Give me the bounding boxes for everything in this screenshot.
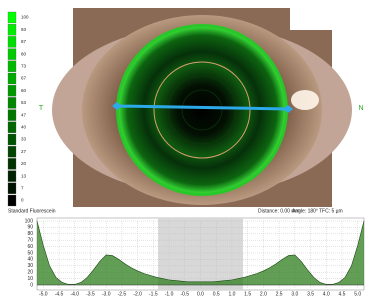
x-tick-label: -4.5 xyxy=(55,291,64,297)
scale-swatch xyxy=(8,110,16,121)
x-tick-label: -2.5 xyxy=(118,291,127,297)
scale-swatch xyxy=(8,146,16,157)
x-tick-label: 3.5 xyxy=(307,291,314,297)
scale-swatch xyxy=(8,171,16,182)
x-tick-label: -4.0 xyxy=(70,291,79,297)
y-tick-label: 60 xyxy=(27,244,33,250)
x-tick-label: 1.5 xyxy=(244,291,251,297)
x-tick-label: -2.0 xyxy=(133,291,142,297)
y-tick-label: 10 xyxy=(27,276,33,282)
x-tick-label: -5.0 xyxy=(39,291,48,297)
scale-label: 100 xyxy=(21,15,29,20)
scale-swatch xyxy=(8,122,16,133)
scale-label: 93 xyxy=(21,27,27,32)
side-label: T xyxy=(39,105,44,112)
y-tick-label: 70 xyxy=(27,238,33,244)
y-tick-label: 20 xyxy=(27,270,33,276)
scale-swatch xyxy=(8,49,16,60)
footer-label: Standard Fluorescein xyxy=(8,208,56,214)
scale-label: 73 xyxy=(21,63,27,68)
y-tick-label: 0 xyxy=(30,282,33,288)
scale-swatch xyxy=(8,24,16,35)
y-tick-label: 90 xyxy=(27,225,33,231)
y-tick-label: 30 xyxy=(27,263,33,269)
scale-swatch xyxy=(8,158,16,169)
eye-image xyxy=(52,8,352,207)
x-tick-label: -3.0 xyxy=(102,291,111,297)
scale-swatch xyxy=(8,73,16,84)
footer-tfc: TFC: 5 µm xyxy=(319,208,343,214)
scale-swatch xyxy=(8,85,16,96)
scale-label: 40 xyxy=(21,124,27,129)
x-tick-label: 2.5 xyxy=(276,291,283,297)
x-tick-label: -0.5 xyxy=(180,291,189,297)
footer-angle: Angle: 180° xyxy=(292,208,318,214)
x-tick-label: 4.0 xyxy=(323,291,330,297)
y-tick-label: 40 xyxy=(27,257,33,263)
screen: T N Standard Fluorescein Distance: 0.00 … xyxy=(0,0,368,301)
scale-label: 27 xyxy=(21,149,27,154)
x-tick-label: 3.0 xyxy=(291,291,298,297)
scale-label: 60 xyxy=(21,88,27,93)
x-tick-label: 0.5 xyxy=(213,291,220,297)
x-tick-label: 4.5 xyxy=(339,291,346,297)
scale-label: 47 xyxy=(21,112,27,117)
x-tick-label: -1.0 xyxy=(165,291,174,297)
scale-label: 53 xyxy=(21,100,27,105)
scale-swatch xyxy=(8,36,16,47)
x-tick-label: -1.5 xyxy=(149,291,158,297)
x-tick-label: 2.0 xyxy=(260,291,267,297)
scale-swatch xyxy=(8,134,16,145)
scale-label: 87 xyxy=(21,39,27,44)
scale-label: 20 xyxy=(21,161,27,166)
scale-swatch xyxy=(8,97,16,108)
scale-swatch xyxy=(8,183,16,194)
x-tick-label: 1.0 xyxy=(228,291,235,297)
scale-label: 33 xyxy=(21,137,27,142)
scale-swatch xyxy=(8,195,16,206)
scale-label: 67 xyxy=(21,76,27,81)
side-label: N xyxy=(358,105,363,112)
scale-label: 13 xyxy=(21,173,27,178)
y-tick-label: 80 xyxy=(27,231,33,237)
y-tick-label: 100 xyxy=(25,218,34,224)
x-tick-label: 0.0 xyxy=(197,291,204,297)
scale-swatch xyxy=(8,12,16,23)
scale-swatch xyxy=(8,61,16,72)
x-tick-label: 5.0 xyxy=(354,291,361,297)
scale-label: 80 xyxy=(21,51,27,56)
y-tick-label: 50 xyxy=(27,250,33,256)
x-tick-label: -3.5 xyxy=(86,291,95,297)
